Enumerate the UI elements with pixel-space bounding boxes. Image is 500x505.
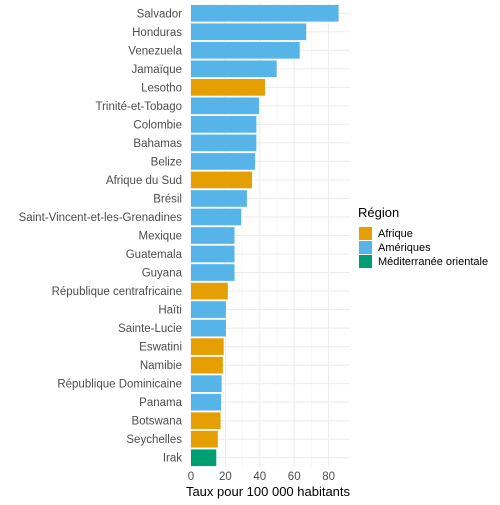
legend-swatch — [359, 227, 372, 240]
bar — [191, 264, 235, 281]
category-label: Jamaïque — [131, 64, 182, 76]
bar — [191, 116, 257, 133]
x-tick-label: 80 — [322, 471, 335, 483]
legend-title: Région — [358, 205, 399, 220]
bar — [191, 208, 242, 226]
category-label: Honduras — [132, 27, 182, 39]
category-label: Guatemala — [126, 249, 183, 261]
bar — [191, 245, 235, 263]
legend-swatch — [359, 255, 372, 268]
bar — [191, 356, 223, 374]
bar — [191, 190, 247, 207]
bar — [191, 301, 226, 318]
legend-label: Afrique — [378, 228, 413, 240]
category-label: Lesotho — [141, 82, 182, 94]
category-label: Guyana — [142, 268, 183, 280]
category-label: Irak — [163, 453, 182, 465]
category-label: Belize — [151, 156, 182, 168]
category-label: Afrique du Sud — [106, 175, 182, 187]
bar — [191, 153, 256, 170]
bars-layer — [191, 4, 339, 467]
bar — [191, 412, 221, 430]
bar — [191, 60, 277, 78]
category-label: Salvador — [137, 8, 183, 20]
legend-label: Méditerranée orientale — [378, 256, 488, 268]
x-tick-label: 40 — [253, 471, 266, 483]
bar — [191, 23, 307, 41]
legend-label: Amériques — [378, 242, 431, 254]
category-labels: Salvador Honduras Venezuela Jamaïque Lesotho… — [19, 8, 183, 464]
bar — [191, 134, 257, 152]
x-tick-labels: 0 20 40 60 80 — [188, 471, 335, 483]
bar — [191, 4, 339, 22]
bar — [191, 227, 235, 244]
category-label: Trinité-et-Tobago — [95, 101, 182, 113]
x-tick-label: 0 — [188, 471, 194, 483]
category-label: Colombie — [133, 119, 182, 131]
legend: Région Afrique Amériques Méditerranée orie… — [358, 205, 488, 268]
category-label: Mexique — [139, 231, 182, 243]
x-tick-label: 60 — [288, 471, 301, 483]
category-label: Namibie — [140, 360, 182, 372]
bar — [191, 449, 217, 467]
category-label: Botswana — [131, 416, 182, 428]
category-label: Seychelles — [126, 434, 182, 446]
category-label: Haïti — [158, 305, 182, 317]
legend-swatch — [359, 241, 372, 254]
category-label: République Dominicaine — [57, 379, 182, 391]
category-label: Brésil — [153, 193, 182, 205]
category-label: République centrafricaine — [52, 286, 182, 298]
category-label: Sainte-Lucie — [118, 323, 182, 335]
bar — [191, 282, 228, 300]
category-label: Saint-Vincent-et-les-Grenadines — [19, 212, 183, 224]
bar — [191, 171, 253, 189]
bar — [191, 430, 218, 448]
bar — [191, 338, 224, 355]
bar — [191, 41, 300, 59]
bar — [191, 319, 226, 337]
x-axis-title: Taux pour 100 000 habitants — [186, 484, 351, 499]
category-label: Eswatini — [139, 342, 182, 354]
x-tick-label: 20 — [219, 471, 232, 483]
category-label: Venezuela — [128, 45, 182, 57]
bar — [191, 97, 259, 115]
bar — [191, 79, 265, 96]
category-label: Bahamas — [133, 138, 182, 150]
bar — [191, 375, 222, 392]
bar — [191, 393, 222, 411]
category-label: Panama — [139, 397, 182, 409]
